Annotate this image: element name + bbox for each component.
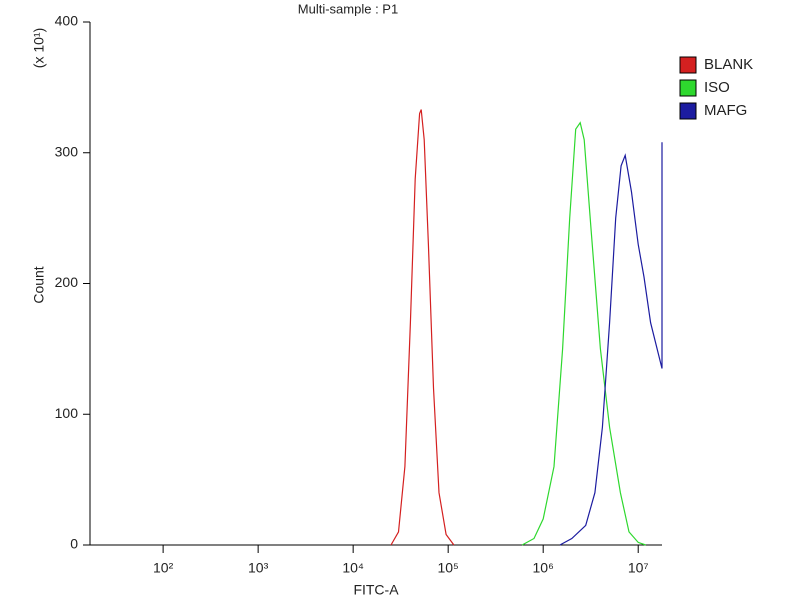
legend-swatch xyxy=(679,79,697,97)
legend-swatch xyxy=(679,56,697,74)
x-tick-label: 10⁴ xyxy=(342,560,364,576)
y-tick-label: 400 xyxy=(55,13,79,29)
chart-title: Multi-sample : P1 xyxy=(298,1,398,16)
y-tick-label: 0 xyxy=(70,536,78,552)
x-axis-label: FITC-A xyxy=(353,582,399,598)
legend-label: MAFG xyxy=(704,102,747,119)
x-tick-label: 10⁷ xyxy=(628,560,649,576)
x-tick-label: 10³ xyxy=(248,560,269,576)
y-tick-label: 300 xyxy=(55,143,79,159)
histogram-line xyxy=(559,142,663,546)
y-axis-label: Count xyxy=(31,266,47,303)
legend-label: ISO xyxy=(704,79,730,96)
x-tick-label: 10⁵ xyxy=(437,560,458,576)
y-tick-label: 200 xyxy=(55,274,79,290)
histogram-line xyxy=(521,121,646,546)
histogram-line xyxy=(390,109,455,546)
x-tick-label: 10⁶ xyxy=(533,560,554,576)
legend-label: BLANK xyxy=(704,56,753,73)
x-tick-label: 10² xyxy=(153,560,174,576)
y-tick-label: 100 xyxy=(55,405,79,421)
y-axis-multiplier: (x 10¹) xyxy=(31,28,47,68)
legend-swatch xyxy=(679,102,697,120)
